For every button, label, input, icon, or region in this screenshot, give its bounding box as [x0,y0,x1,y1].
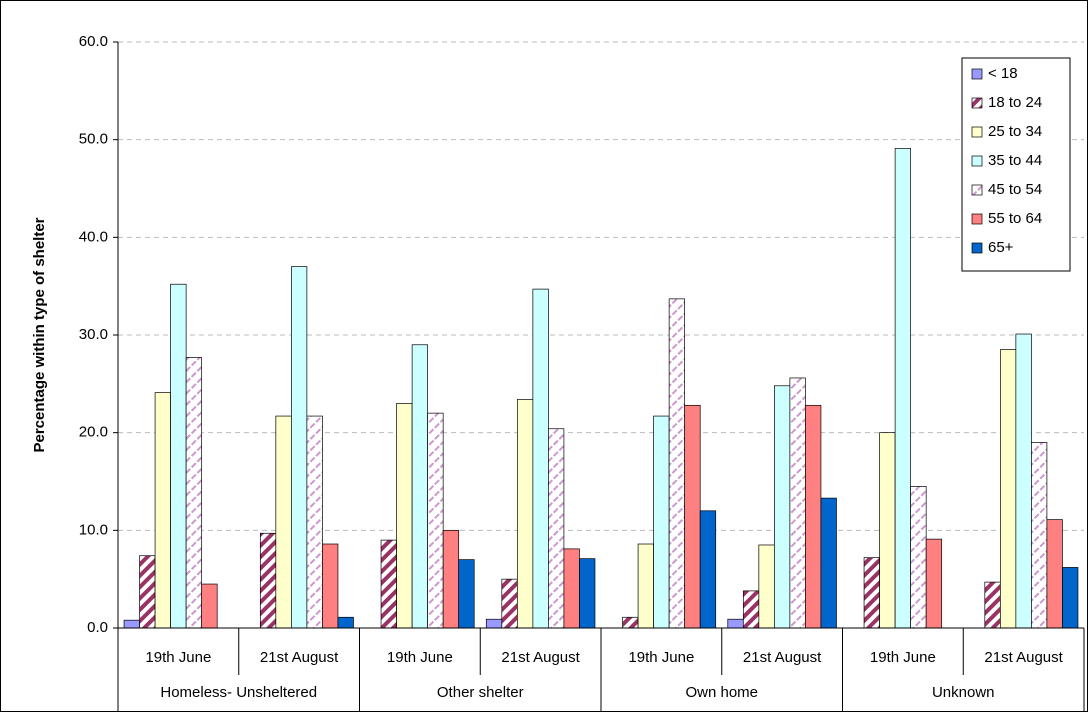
bar [291,266,308,629]
bar [742,590,760,629]
bar [306,415,323,629]
bar [863,557,880,629]
bar [774,385,791,629]
bar [727,618,744,629]
y-tick-label: 10.0 [79,521,108,538]
legend-label: 25 to 34 [988,123,1042,140]
legend-label: 55 to 64 [988,210,1042,227]
x-tick-label: 19th June [628,649,694,666]
bar [925,538,943,629]
y-tick-label: 20.0 [79,424,108,441]
legend-swatch [971,184,983,196]
x-tick-label: 21st August [743,649,822,666]
legend-swatch [971,242,983,254]
y-tick-label: 40.0 [79,228,108,245]
bar [427,412,444,629]
bar [984,581,1001,629]
bar [170,283,187,629]
bar [548,428,565,629]
bar [154,392,171,629]
bar [910,486,927,629]
bar [563,548,580,629]
legend-swatch [971,155,983,167]
bar [789,377,806,629]
bar [380,539,397,629]
bar [1031,442,1048,629]
y-tick-label: 50.0 [79,131,108,148]
bar [684,404,701,629]
bar [337,616,354,629]
bar [442,529,460,629]
bar [396,403,413,629]
bar [805,404,822,629]
y-tick-label: 0.0 [87,619,108,636]
bar [501,578,518,629]
group-label: Unknown [932,684,995,701]
y-tick-label: 30.0 [79,326,108,343]
bar [259,532,277,629]
x-tick-label: 21st August [260,649,339,666]
x-tick-label: 21st August [501,649,580,666]
bar [1015,333,1032,629]
legend-label: 65+ [988,239,1014,256]
bar [758,544,775,629]
group-label: Other shelter [437,684,524,701]
bar [485,618,503,629]
legend-label: 45 to 54 [988,181,1042,198]
bar [1062,567,1079,629]
legend-label: < 18 [988,65,1018,82]
bar [699,510,717,629]
bar [637,543,654,629]
x-tick-label: 19th June [387,649,453,666]
bar [622,616,639,629]
bar [201,583,218,629]
y-axis-title: Percentage within type of shelter [31,217,48,452]
legend-label: 18 to 24 [988,94,1042,111]
bar [532,288,549,629]
bar [653,415,670,629]
bar [185,357,203,629]
bar [820,497,837,629]
x-tick-label: 21st August [984,649,1063,666]
bar [1046,519,1063,629]
bar [879,432,896,629]
bar [579,558,596,629]
legend-swatch [971,97,983,109]
bar [322,543,339,629]
bar [516,399,534,629]
bar [411,344,428,629]
legend-label: 35 to 44 [988,152,1042,169]
x-tick-label: 19th June [145,649,211,666]
bar [894,148,911,629]
bar [999,349,1017,629]
bar [123,619,140,629]
bar [275,415,292,629]
y-tick-label: 60.0 [79,33,108,50]
group-label: Homeless- Unsheltered [160,684,317,701]
legend-swatch [971,68,983,80]
bar [139,555,156,629]
legend-swatch [971,213,983,225]
x-tick-label: 19th June [870,649,936,666]
group-label: Own home [685,684,758,701]
bar [668,298,686,629]
legend-swatch [971,126,983,138]
bar [458,559,475,629]
